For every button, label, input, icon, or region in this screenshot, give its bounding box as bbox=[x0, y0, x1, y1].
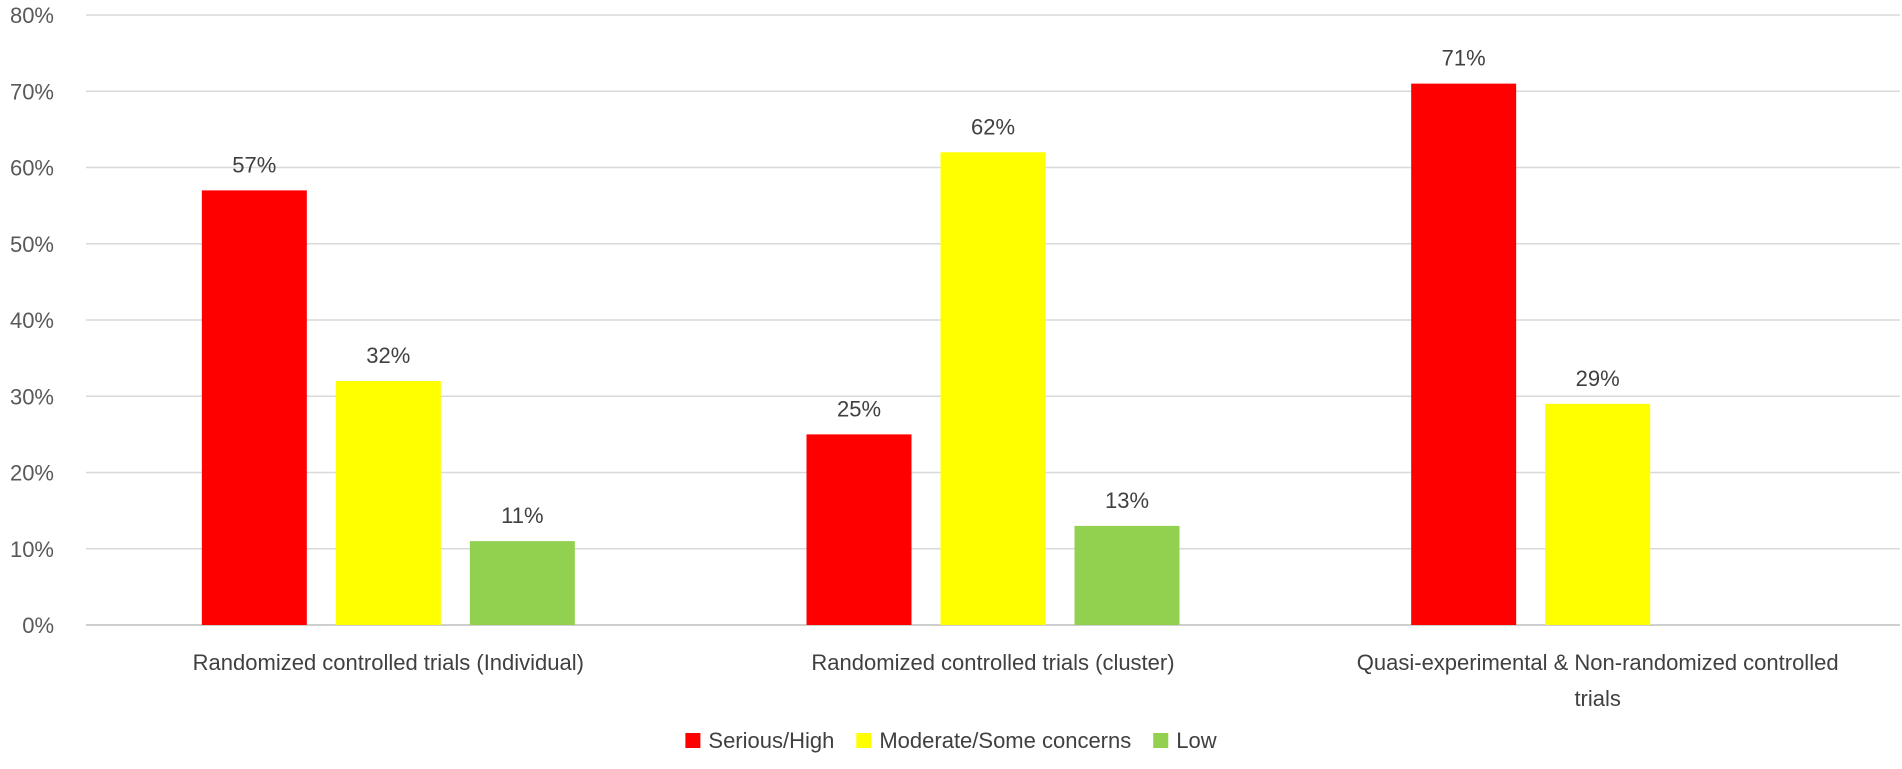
data-label: 25% bbox=[837, 396, 881, 421]
x-axis-category-labels: Randomized controlled trials (Individual… bbox=[193, 650, 1839, 711]
y-tick-label: 0% bbox=[22, 613, 54, 638]
legend-item: Moderate/Some concerns bbox=[856, 728, 1131, 753]
data-label: 71% bbox=[1442, 46, 1486, 71]
data-labels: 57% 25% 71% 32% 62% 29% 11% 13% bbox=[232, 46, 1619, 529]
bars bbox=[201, 83, 1651, 625]
x-tick-label: Randomized controlled trials (cluster) bbox=[811, 650, 1174, 675]
bar bbox=[201, 190, 307, 625]
x-tick-label: Quasi-experimental & Non-randomized cont… bbox=[1357, 650, 1839, 675]
y-tick-label: 70% bbox=[10, 79, 54, 104]
legend-label: Low bbox=[1176, 728, 1216, 753]
legend-item: Serious/High bbox=[685, 728, 834, 753]
bar bbox=[806, 434, 912, 625]
legend-swatch bbox=[1153, 733, 1169, 748]
y-tick-label: 80% bbox=[10, 3, 54, 28]
legend: Serious/High Moderate/Some concerns Low bbox=[685, 728, 1217, 753]
data-label: 13% bbox=[1105, 488, 1149, 513]
y-tick-label: 50% bbox=[10, 232, 54, 257]
bar bbox=[1545, 403, 1651, 625]
y-tick-label: 40% bbox=[10, 308, 54, 333]
y-tick-label: 10% bbox=[10, 537, 54, 562]
data-label: 11% bbox=[501, 503, 543, 528]
legend-item: Low bbox=[1153, 728, 1217, 753]
legend-swatch bbox=[685, 733, 701, 748]
y-tick-label: 60% bbox=[10, 156, 54, 181]
data-label: 32% bbox=[366, 343, 410, 368]
legend-label: Serious/High bbox=[708, 728, 834, 753]
bar bbox=[1074, 525, 1180, 625]
legend-swatch bbox=[856, 733, 872, 748]
bar bbox=[1411, 83, 1517, 625]
x-tick-label: Randomized controlled trials (Individual… bbox=[193, 650, 584, 675]
y-tick-label: 30% bbox=[10, 384, 54, 409]
y-axis-tick-labels: 0% 10% 20% 30% 40% 50% 60% 70% 80% bbox=[10, 3, 54, 638]
data-label: 62% bbox=[971, 114, 1015, 139]
bar bbox=[469, 541, 575, 625]
data-label: 57% bbox=[232, 152, 276, 177]
bar bbox=[335, 381, 441, 625]
legend-label: Moderate/Some concerns bbox=[879, 728, 1131, 753]
data-label: 29% bbox=[1576, 366, 1620, 391]
bar bbox=[940, 152, 1046, 625]
y-tick-label: 20% bbox=[10, 461, 54, 486]
x-tick-label: trials bbox=[1574, 686, 1620, 711]
